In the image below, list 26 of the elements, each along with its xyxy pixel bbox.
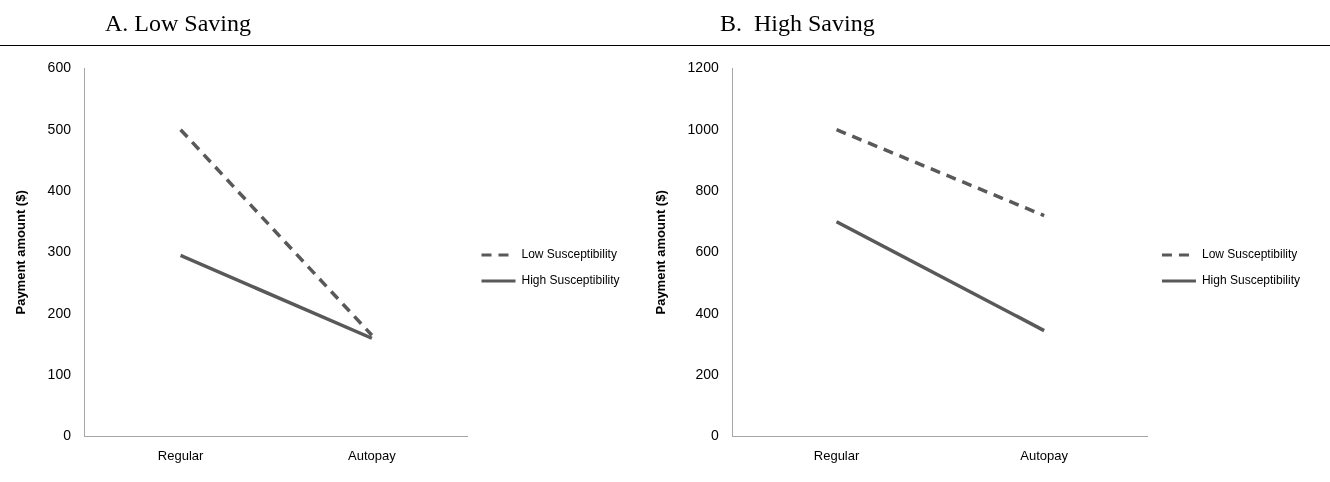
y-tick-label: 1200 — [687, 59, 719, 76]
legend-label: High Susceptibility — [1201, 273, 1300, 288]
legend-label: High Susceptibility — [521, 273, 620, 288]
y-tick-label: 400 — [47, 181, 72, 198]
x-tick-label: Regular — [813, 447, 860, 463]
y-tick-label: 200 — [47, 304, 72, 321]
x-tick-label: Autopay — [1020, 447, 1069, 463]
y-tick-label: 400 — [695, 304, 719, 321]
y-tick-label: 200 — [695, 365, 719, 382]
x-tick-label: Regular — [157, 447, 205, 463]
y-tick-label: 500 — [47, 120, 72, 137]
x-tick-label: Autopay — [348, 447, 397, 463]
y-axis-title: Payment amount ($) — [653, 190, 669, 315]
y-tick-label: 0 — [63, 427, 72, 444]
y-tick-label: 600 — [47, 59, 72, 76]
y-tick-label: 300 — [47, 243, 72, 260]
legend-label: Low Susceptibility — [521, 247, 617, 262]
y-tick-label: 1000 — [687, 120, 719, 137]
y-tick-label: 100 — [47, 365, 72, 382]
legend-label: Low Susceptibility — [1201, 247, 1298, 262]
chart-title: A. Low Saving — [0, 0, 640, 46]
y-tick-label: 800 — [695, 181, 719, 198]
y-tick-label: 0 — [710, 427, 719, 444]
chart-title: B. High Saving — [640, 0, 1330, 46]
y-axis-title: Payment amount ($) — [13, 190, 29, 315]
y-tick-label: 600 — [695, 243, 719, 260]
